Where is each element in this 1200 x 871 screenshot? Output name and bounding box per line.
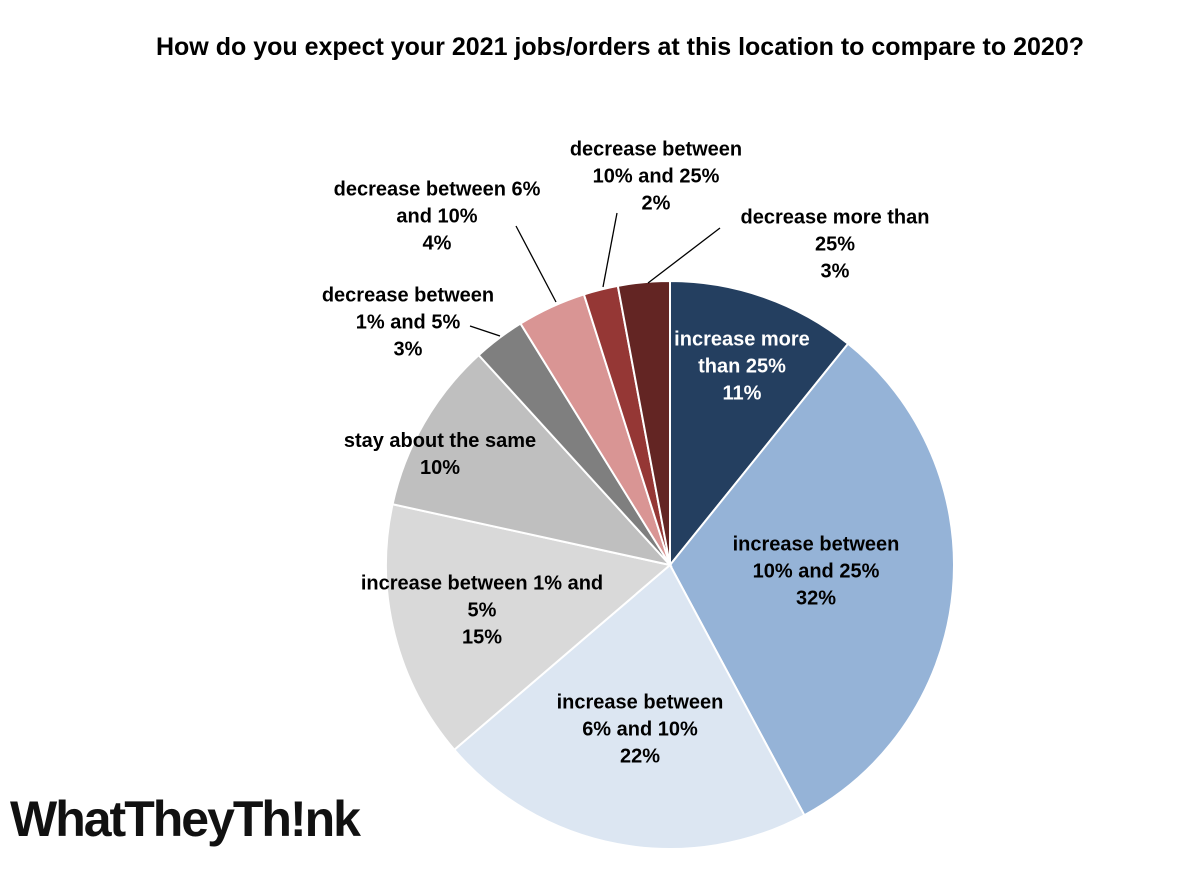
- leader-line: [515, 225, 557, 303]
- leader-line: [602, 212, 618, 288]
- data-label: decrease between 6% and 10% 4%: [332, 177, 542, 258]
- data-label: increase between 6% and 10% 22%: [545, 690, 735, 771]
- chart-title: How do you expect your 2021 jobs/orders …: [155, 33, 1084, 61]
- category-label: increase between 1% and 5%: [360, 572, 604, 622]
- pie-slice: [616, 279, 671, 566]
- category-label: stay about the same: [343, 430, 537, 452]
- data-label: decrease between 10% and 25% 2%: [556, 137, 756, 218]
- value-label: 2%: [641, 192, 671, 215]
- data-label: increase between 1% and 5% 15%: [357, 571, 607, 652]
- value-label: 32%: [795, 587, 837, 610]
- value-label: 15%: [461, 626, 503, 649]
- value-label: 4%: [422, 232, 452, 255]
- category-label: decrease between 1% and 5%: [321, 284, 495, 334]
- leader-line: [469, 325, 501, 337]
- pie-slice: [669, 279, 850, 568]
- value-label: 3%: [393, 338, 423, 361]
- pie-slice: [385, 503, 673, 752]
- category-label: decrease between 6% and 10%: [333, 178, 541, 228]
- data-label: decrease more than 25% 3%: [720, 205, 950, 286]
- data-label: decrease between 1% and 5% 3%: [308, 283, 508, 364]
- value-label: 10%: [419, 457, 461, 479]
- value-label: 22%: [619, 745, 661, 768]
- logo: WhatTheyTh!nk: [10, 791, 361, 847]
- leader-line: [647, 227, 721, 284]
- pie-slice: [668, 342, 955, 817]
- pie-slice: [391, 353, 673, 567]
- category-label: increase between 6% and 10%: [556, 691, 724, 741]
- value-label: 3%: [820, 260, 850, 283]
- category-label: decrease more than 25%: [740, 206, 930, 256]
- category-label: increase between 10% and 25%: [732, 533, 900, 583]
- data-label: increase more than 25% 11%: [662, 327, 822, 408]
- value-label: 11%: [722, 382, 762, 405]
- pie-slice: [452, 563, 806, 850]
- data-label: increase between 10% and 25% 32%: [721, 532, 911, 613]
- category-label: increase more than 25%: [674, 328, 810, 378]
- category-label: decrease between 10% and 25%: [569, 138, 743, 188]
- data-label: stay about the same 10%: [325, 428, 555, 482]
